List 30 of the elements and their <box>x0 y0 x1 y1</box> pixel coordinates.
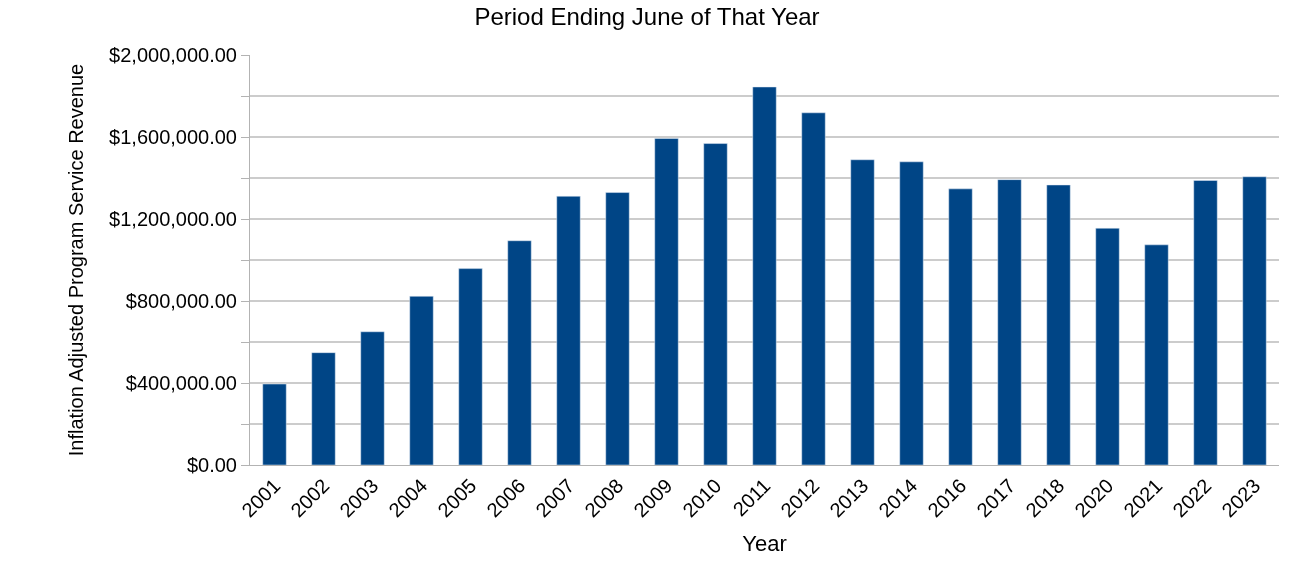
y-tick-label: $800,000.00 <box>125 290 237 312</box>
bar <box>1193 180 1218 465</box>
bar <box>850 159 875 465</box>
y-tick-label: $400,000.00 <box>125 372 237 394</box>
y-tick-label: $1,200,000.00 <box>109 208 237 230</box>
bar <box>801 112 826 465</box>
bar <box>752 86 777 465</box>
bar <box>605 192 630 465</box>
bar <box>458 268 483 465</box>
bar <box>1144 244 1169 465</box>
x-axis-title: Year <box>742 531 787 557</box>
bar <box>360 331 385 465</box>
y-axis-title: Inflation Adjusted Program Service Revenue <box>64 63 87 457</box>
y-tick-label: $2,000,000.00 <box>109 44 237 66</box>
bar <box>556 196 581 465</box>
bar <box>262 383 287 465</box>
bar <box>654 138 679 465</box>
bar <box>311 352 336 465</box>
bar <box>899 161 924 465</box>
bar <box>997 179 1022 465</box>
bar <box>703 143 728 465</box>
bar <box>1046 184 1071 465</box>
chart-title: Period Ending June of That Year <box>474 3 820 31</box>
bar <box>1095 227 1120 465</box>
bar <box>507 240 532 465</box>
bar <box>948 188 973 465</box>
y-tick-label: $0.00 <box>186 454 237 476</box>
bar <box>409 296 434 465</box>
y-tick-label: $1,600,000.00 <box>109 126 237 148</box>
bar <box>1242 176 1267 465</box>
